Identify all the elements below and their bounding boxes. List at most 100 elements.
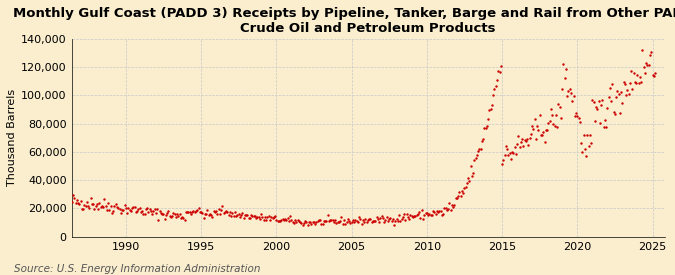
Point [361, 219, 372, 224]
Point [620, 81, 630, 86]
Point [198, 216, 209, 220]
Point [130, 210, 141, 214]
Point [155, 209, 165, 213]
Point [448, 204, 458, 209]
Point [145, 209, 156, 213]
Point [302, 222, 313, 227]
Point [607, 82, 618, 86]
Point [148, 209, 159, 214]
Point [188, 209, 199, 213]
Point [489, 87, 500, 91]
Point [222, 210, 233, 214]
Point [278, 217, 289, 222]
Point [421, 211, 432, 216]
Point [437, 211, 448, 216]
Point [494, 70, 505, 74]
Point [477, 138, 487, 143]
Point [352, 219, 363, 224]
Point [632, 73, 643, 78]
Point [498, 157, 509, 162]
Point [410, 214, 421, 219]
Point [92, 202, 103, 206]
Point [633, 81, 644, 85]
Point [308, 220, 319, 224]
Point [649, 70, 660, 75]
Point [297, 222, 308, 227]
Point [142, 206, 153, 210]
Point [487, 103, 497, 107]
Point [200, 212, 211, 217]
Point [446, 208, 456, 213]
Point [583, 144, 594, 148]
Point [443, 207, 454, 211]
Point [387, 217, 398, 222]
Point [123, 206, 134, 210]
Point [380, 218, 391, 223]
Point [428, 209, 439, 214]
Point [227, 211, 238, 216]
Point [287, 220, 298, 225]
Point [138, 211, 148, 216]
Point [115, 211, 126, 215]
Point [569, 113, 580, 118]
Point [548, 122, 559, 127]
Point [237, 211, 248, 215]
Point [578, 133, 589, 137]
Point [358, 219, 369, 224]
Point [580, 154, 591, 159]
Point [618, 80, 629, 84]
Point [507, 149, 518, 154]
Point [294, 219, 304, 223]
Point [402, 212, 412, 217]
Point [392, 217, 402, 221]
Point [120, 205, 131, 210]
Point [425, 212, 436, 217]
Point [111, 204, 122, 209]
Point [408, 215, 418, 219]
Point [355, 217, 366, 222]
Point [304, 219, 315, 224]
Point [247, 214, 258, 218]
Point [589, 119, 600, 123]
Point [190, 210, 200, 214]
Point [462, 181, 472, 186]
Point [542, 128, 553, 133]
Point [544, 119, 555, 123]
Point [95, 205, 106, 209]
Point [304, 220, 315, 224]
Point [528, 126, 539, 131]
Point [585, 133, 595, 137]
Point [348, 218, 358, 222]
Point [485, 107, 496, 111]
Point [99, 197, 110, 201]
Point [171, 215, 182, 219]
Point [61, 199, 72, 203]
Point [165, 215, 176, 219]
Point [560, 76, 570, 80]
Point [384, 216, 395, 221]
Point [472, 148, 483, 153]
Point [500, 144, 511, 148]
Point [76, 207, 87, 211]
Point [514, 144, 525, 149]
Point [588, 100, 599, 104]
Point [612, 89, 623, 93]
Point [510, 152, 521, 157]
Point [385, 216, 396, 220]
Point [146, 211, 157, 216]
Point [509, 145, 520, 150]
Point [374, 220, 385, 224]
Point [107, 211, 117, 216]
Point [331, 221, 342, 225]
Point [503, 153, 514, 158]
Point [104, 208, 115, 213]
Point [481, 126, 491, 130]
Point [207, 214, 218, 219]
Point [529, 117, 540, 122]
Point [366, 220, 377, 224]
Point [74, 201, 85, 206]
Point [409, 213, 420, 218]
Point [136, 209, 147, 213]
Point [365, 216, 376, 221]
Point [252, 214, 263, 219]
